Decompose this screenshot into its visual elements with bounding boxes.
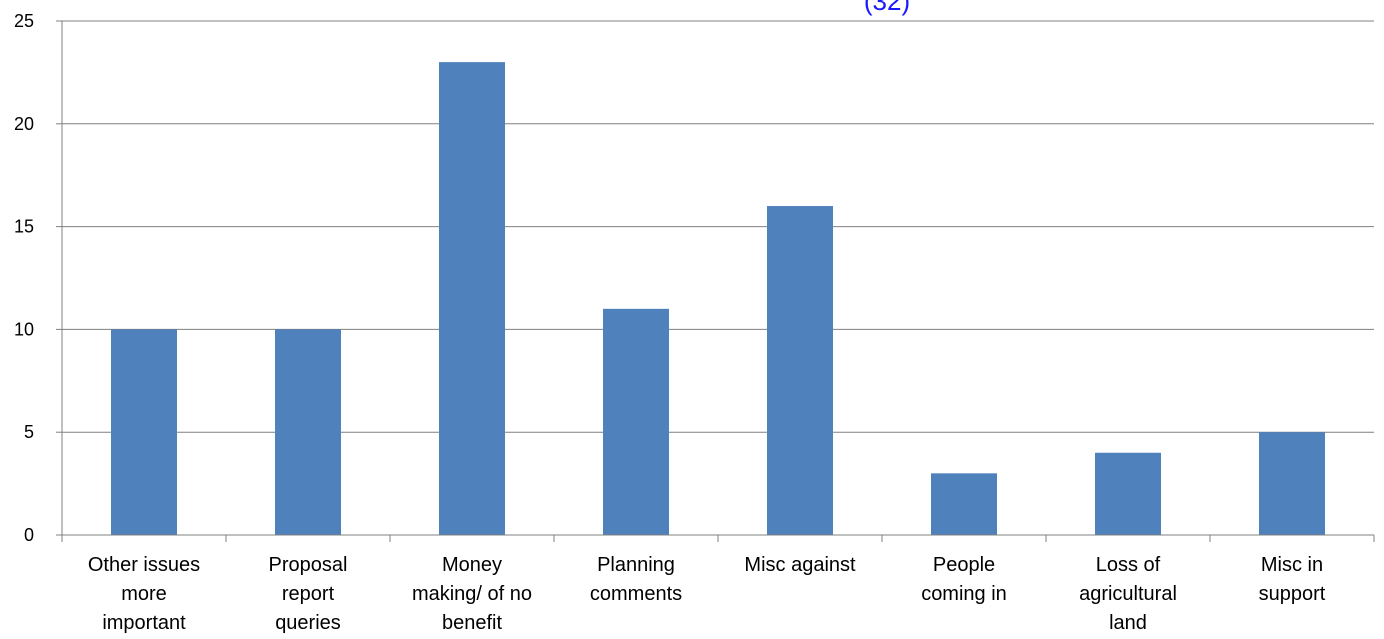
- x-tick-label: Misc in: [1261, 554, 1323, 576]
- x-tick-label: comments: [590, 583, 682, 605]
- bar-8: [1259, 432, 1325, 535]
- y-tick-labels: 0 5 10 15 20 25: [14, 11, 62, 545]
- bar-6: [931, 473, 997, 535]
- x-tick-label: Other issues: [88, 554, 200, 576]
- bars: [111, 62, 1325, 536]
- x-tick-label: Money: [442, 554, 502, 576]
- y-tick-label: 15: [14, 217, 34, 237]
- x-tick-label: more: [121, 583, 167, 605]
- x-tick-label: agricultural: [1079, 583, 1177, 605]
- y-tick-label: 25: [14, 11, 34, 31]
- y-tick-label: 20: [14, 114, 34, 134]
- bar-5: [767, 206, 833, 536]
- y-tick-label: 10: [14, 319, 34, 339]
- y-tick-label: 0: [24, 525, 34, 545]
- grid-lines: [62, 20, 1374, 433]
- x-tick-label: making/ of no: [412, 583, 532, 605]
- x-tick-labels: Other issues more important Proposal report q…: [61, 535, 1375, 634]
- bar-1: [111, 329, 177, 535]
- x-tick-label: support: [1259, 583, 1326, 605]
- x-tick-label: important: [102, 612, 186, 634]
- x-tick-label: Planning: [597, 554, 675, 576]
- bar-3: [439, 62, 505, 536]
- bar-4: [603, 308, 669, 535]
- x-tick-label: queries: [275, 612, 341, 634]
- x-tick-label: Loss of: [1096, 554, 1161, 576]
- chart-title-fragment: (32): [864, 0, 910, 16]
- x-tick-label: benefit: [442, 612, 502, 634]
- x-tick-label: coming in: [921, 583, 1007, 605]
- x-tick-label: land: [1109, 612, 1147, 634]
- bar-2: [275, 329, 341, 535]
- x-tick-label: Proposal: [269, 554, 348, 576]
- x-tick-label: Misc against: [744, 554, 856, 576]
- y-tick-label: 5: [24, 422, 34, 442]
- bar-7: [1095, 452, 1161, 535]
- axes: [61, 21, 1374, 536]
- x-tick-label: People: [933, 554, 995, 576]
- x-tick-label: report: [282, 583, 335, 605]
